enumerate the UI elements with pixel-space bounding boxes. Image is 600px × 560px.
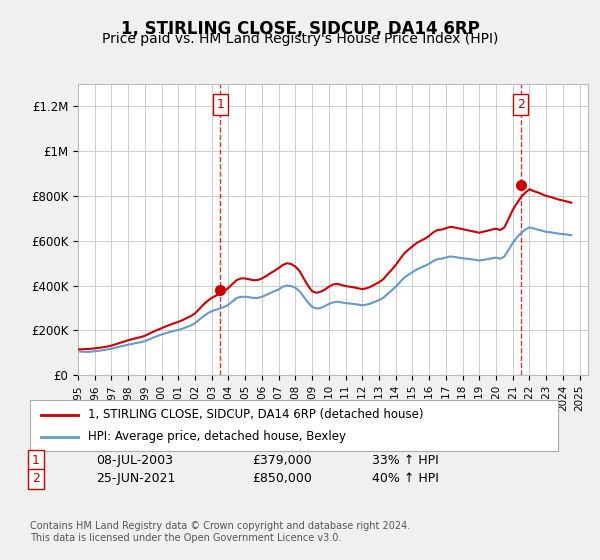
Text: 2: 2 [517, 98, 525, 111]
Text: 2: 2 [32, 472, 40, 486]
Text: £379,000: £379,000 [252, 454, 311, 467]
Text: Contains HM Land Registry data © Crown copyright and database right 2024.: Contains HM Land Registry data © Crown c… [30, 521, 410, 531]
Text: HPI: Average price, detached house, Bexley: HPI: Average price, detached house, Bexl… [88, 430, 346, 443]
Text: 1: 1 [217, 98, 224, 111]
Text: 1: 1 [32, 454, 40, 467]
Text: 40% ↑ HPI: 40% ↑ HPI [372, 472, 439, 486]
Text: 1, STIRLING CLOSE, SIDCUP, DA14 6RP: 1, STIRLING CLOSE, SIDCUP, DA14 6RP [121, 20, 479, 38]
Text: £850,000: £850,000 [252, 472, 312, 486]
Text: This data is licensed under the Open Government Licence v3.0.: This data is licensed under the Open Gov… [30, 533, 341, 543]
Text: 33% ↑ HPI: 33% ↑ HPI [372, 454, 439, 467]
Text: 08-JUL-2003: 08-JUL-2003 [96, 454, 173, 467]
Text: Price paid vs. HM Land Registry's House Price Index (HPI): Price paid vs. HM Land Registry's House … [102, 32, 498, 46]
Text: 1, STIRLING CLOSE, SIDCUP, DA14 6RP (detached house): 1, STIRLING CLOSE, SIDCUP, DA14 6RP (det… [88, 408, 424, 421]
Text: 25-JUN-2021: 25-JUN-2021 [96, 472, 175, 486]
